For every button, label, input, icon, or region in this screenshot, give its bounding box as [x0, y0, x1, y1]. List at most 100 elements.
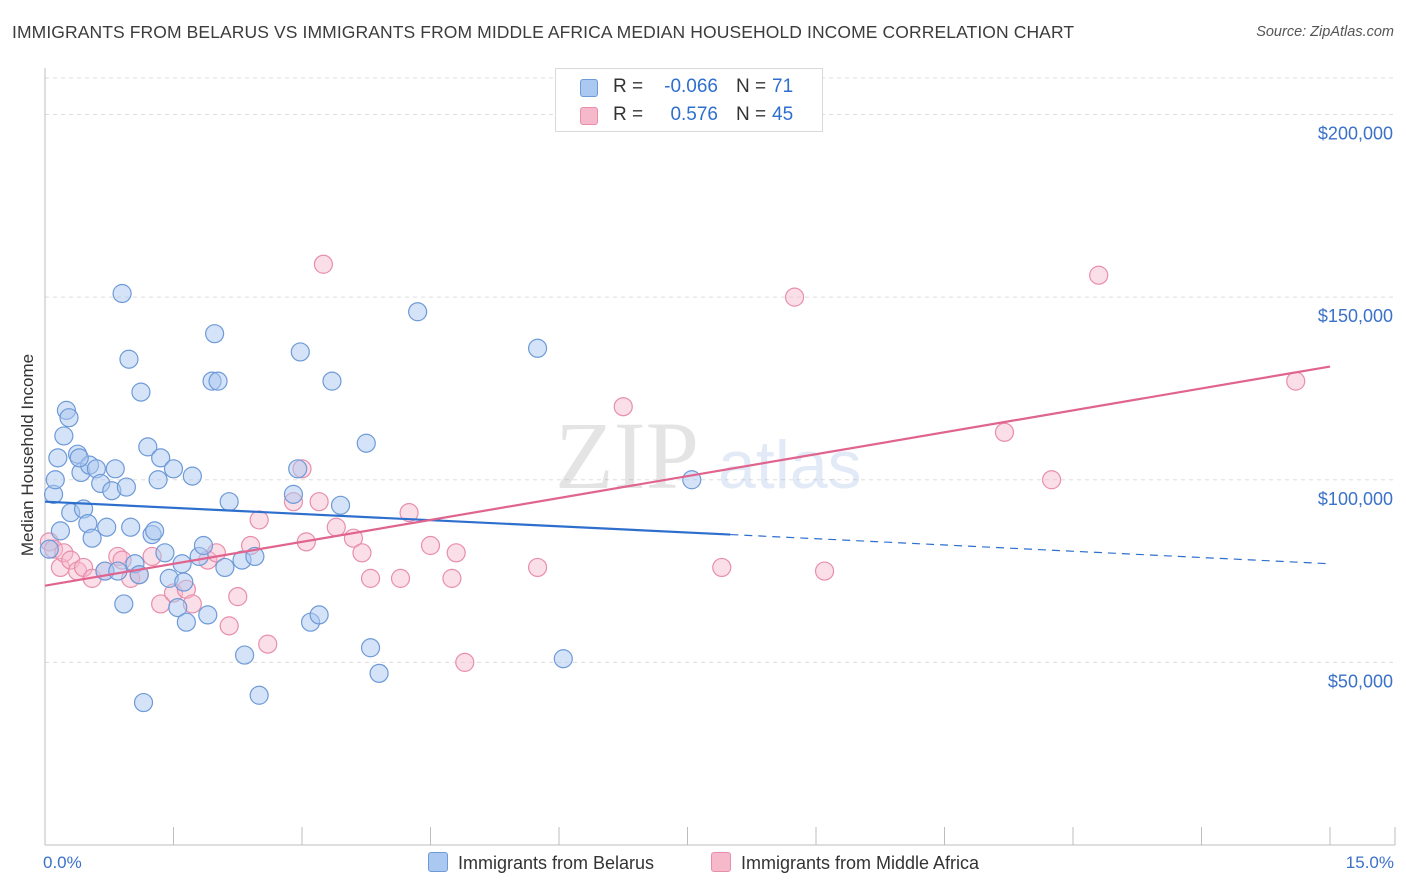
point-belarus — [322, 371, 342, 391]
source-credit: Source: ZipAtlas.com — [1256, 24, 1394, 40]
point-belarus — [283, 484, 304, 504]
point-belarus — [163, 459, 184, 479]
point-middle-africa — [527, 557, 548, 578]
point-middle-africa — [994, 422, 1015, 442]
y-tick-label: $100,000 — [1318, 489, 1393, 509]
point-belarus — [176, 612, 196, 632]
point-belarus — [145, 521, 165, 541]
point-belarus — [69, 448, 89, 468]
y-tick-label: $50,000 — [1328, 671, 1393, 691]
point-belarus — [45, 470, 65, 490]
trend-lines — [44, 365, 1331, 587]
axes — [44, 68, 1396, 846]
y-tick-labels: $50,000 $100,000 $150,000 $200,000 — [1318, 124, 1393, 692]
point-belarus — [219, 492, 239, 512]
point-belarus — [553, 649, 573, 669]
point-middle-africa — [258, 634, 278, 654]
point-middle-africa — [446, 543, 466, 563]
point-middle-africa — [455, 652, 475, 672]
point-middle-africa — [1041, 470, 1062, 490]
point-belarus — [39, 539, 59, 559]
point-middle-africa — [352, 543, 372, 563]
trend-line-belarus-extension — [730, 533, 1331, 565]
point-belarus — [330, 495, 351, 515]
legend-swatch-middle-africa — [711, 852, 731, 872]
stats-box: R = -0.066 N = 71 R = 0.576 N = 45 — [555, 68, 823, 132]
legend-item-belarus: Immigrants from Belarus — [428, 852, 654, 874]
watermark-atlas: atlas — [718, 427, 862, 503]
point-belarus — [131, 382, 151, 402]
stats-row-belarus: R = -0.066 N = 71 — [556, 73, 822, 101]
point-middle-africa — [390, 568, 411, 588]
point-belarus — [97, 517, 117, 537]
point-belarus — [174, 572, 194, 592]
point-middle-africa — [309, 492, 329, 512]
middle-africa-swatch — [580, 107, 598, 125]
point-belarus — [116, 477, 136, 497]
point-belarus — [288, 459, 308, 479]
point-belarus — [133, 692, 154, 713]
stats-row-middle-africa: R = 0.576 N = 45 — [556, 101, 822, 129]
point-middle-africa — [420, 535, 441, 556]
point-middle-africa — [249, 510, 269, 530]
point-belarus — [249, 685, 269, 705]
point-belarus — [309, 605, 329, 625]
n-label: N = — [736, 76, 767, 97]
point-middle-africa — [313, 254, 334, 274]
legend-item-middle-africa: Immigrants from Middle Africa — [711, 852, 979, 874]
point-middle-africa — [442, 568, 462, 588]
middle-africa-n-value: 45 — [772, 104, 794, 125]
series-belarus-points — [39, 283, 702, 713]
chart-title: IMMIGRANTS FROM BELARUS VS IMMIGRANTS FR… — [12, 22, 1075, 42]
y-tick-label: $200,000 — [1318, 124, 1393, 144]
point-belarus — [108, 561, 128, 581]
n-label: N = — [736, 104, 767, 125]
y-axis-label: Median Household Income — [18, 353, 37, 557]
point-belarus — [205, 324, 225, 344]
point-middle-africa — [814, 561, 835, 581]
point-middle-africa — [399, 503, 419, 523]
belarus-n-value: 71 — [772, 76, 794, 97]
point-belarus — [148, 470, 168, 490]
point-belarus — [360, 638, 381, 658]
point-belarus — [155, 543, 175, 563]
point-belarus — [193, 535, 214, 556]
point-belarus — [119, 349, 139, 369]
point-belarus — [527, 338, 548, 358]
point-belarus — [208, 371, 228, 391]
legend-label-belarus: Immigrants from Belarus — [458, 853, 655, 873]
trend-line-middle-africa — [44, 365, 1331, 587]
trend-line-belarus — [44, 500, 731, 536]
r-label: R = — [613, 104, 644, 125]
point-belarus — [369, 663, 389, 683]
point-belarus — [54, 426, 74, 446]
point-middle-africa — [1286, 371, 1306, 391]
point-middle-africa — [1089, 265, 1109, 285]
point-belarus — [408, 302, 428, 322]
point-belarus — [356, 433, 376, 453]
point-belarus — [151, 448, 171, 468]
point-belarus — [105, 459, 125, 479]
watermark-zip: ZIP — [555, 402, 699, 509]
point-belarus — [50, 521, 71, 541]
legend-label-middle-africa: Immigrants from Middle Africa — [741, 853, 980, 873]
point-middle-africa — [784, 287, 805, 307]
belarus-swatch — [580, 79, 598, 97]
point-belarus — [82, 528, 102, 548]
point-belarus — [182, 466, 202, 486]
point-belarus — [121, 517, 141, 537]
r-label: R = — [613, 76, 644, 97]
point-middle-africa — [326, 517, 346, 537]
point-belarus — [114, 594, 134, 614]
point-middle-africa — [219, 616, 239, 636]
point-middle-africa — [613, 397, 633, 417]
series-middle-africa-points — [39, 254, 1306, 672]
point-belarus — [168, 597, 188, 618]
belarus-r-value: -0.066 — [664, 76, 718, 97]
point-belarus — [112, 283, 132, 304]
x-tick-label-max: 15.0% — [1345, 853, 1394, 872]
legend-swatch-belarus — [428, 852, 448, 872]
point-belarus — [215, 557, 235, 578]
point-belarus — [290, 342, 310, 362]
